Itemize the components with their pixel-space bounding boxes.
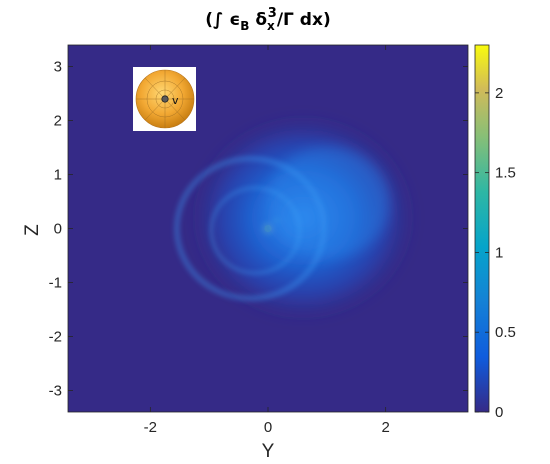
y-tick-label: 0 [54,221,62,238]
heatmap-plot-area: -2 0 2 3 2 1 0 -1 -2 -3 [49,44,469,436]
y-tick-label: 1 [54,167,62,184]
inset-glyph: v [172,94,179,107]
x-tick-label: 0 [264,419,272,436]
y-tick-label: -1 [49,274,62,291]
chart-title: (∫ ϵB δx3/Γ dx) [205,6,330,33]
colorbar-tick-label: 0 [495,404,503,421]
heatmap-inner-ring [173,155,327,302]
x-axis-label: Y [262,441,275,462]
x-tick-label: 2 [381,419,389,436]
y-axis-label: Z [22,224,43,236]
colorbar-tick-label: 1 [495,244,503,261]
heatmap-ring-2 [209,185,302,276]
viewing-angle-inset: v [133,67,196,131]
colorbar-gradient [474,44,490,413]
colorbar: 0 0.5 1 1.5 2 [474,44,516,421]
y-tick-label: -3 [49,382,62,399]
colorbar-tick-label: 2 [495,85,503,102]
y-tick-label: 3 [54,59,62,76]
colorbar-tick-label: 0.5 [495,324,516,341]
y-tick-label: 2 [54,113,62,130]
colorbar-tick-label: 1.5 [495,165,516,182]
y-tick-label: -2 [49,328,62,345]
x-tick-label: -2 [144,419,157,436]
viewing-angle-sphere-icon [135,69,195,129]
